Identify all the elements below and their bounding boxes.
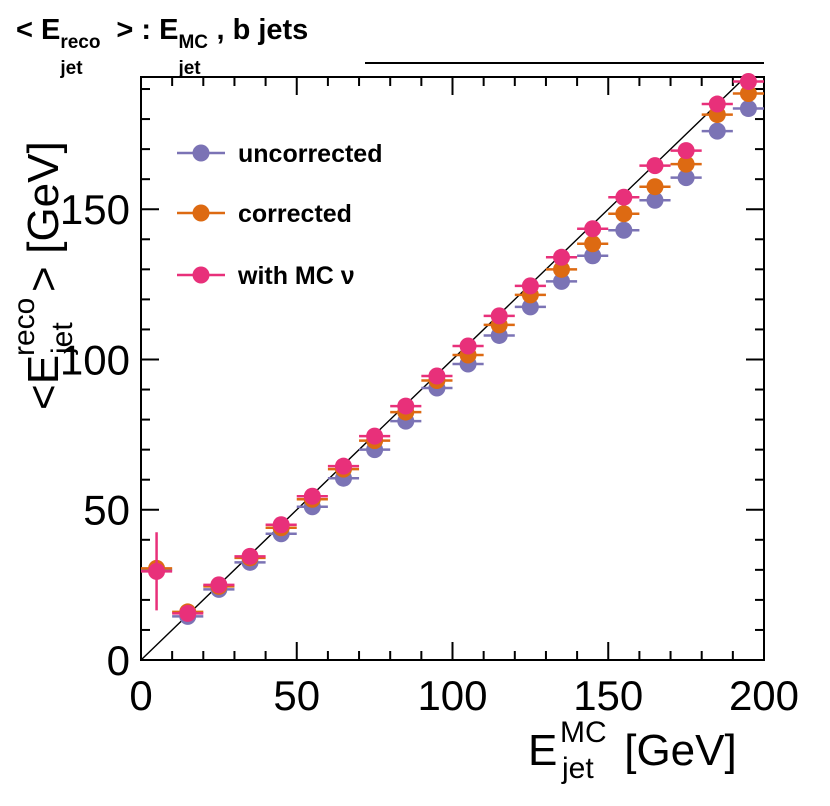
legend-label: corrected [238, 200, 352, 228]
title-middle: > : E [108, 14, 179, 46]
data-point [739, 85, 757, 103]
axis-tick-labels: 0 50 100 150 200 0 50 100 150 [60, 186, 799, 719]
data-point [521, 277, 539, 295]
y-axis-label-sub: jet [46, 322, 79, 355]
data-point [490, 307, 508, 325]
title-suffix: , b jets [216, 14, 309, 46]
data-point [428, 367, 446, 385]
data-point [148, 562, 166, 580]
x-tick-label: 150 [573, 672, 643, 719]
y-axis-label-sup: reco [8, 298, 41, 356]
data-point [677, 155, 695, 173]
legend: uncorrected corrected with MC ν [177, 140, 382, 290]
title-prefix: < E [16, 14, 61, 46]
data-point [521, 298, 539, 316]
data-point [303, 487, 321, 505]
data-point [615, 205, 633, 223]
data-point [179, 604, 197, 622]
title-prefix-sup: reco [60, 32, 101, 53]
y-axis-label-unit: [GeV] [19, 141, 68, 266]
data-point [677, 169, 695, 187]
data-point [366, 427, 384, 445]
data-point [739, 73, 757, 91]
y-axis-label-gt: > [19, 266, 68, 292]
data-point [210, 576, 228, 594]
data-point [615, 188, 633, 206]
data-point [553, 272, 571, 290]
series-with-mc- [141, 73, 764, 622]
data-point [646, 191, 664, 209]
x-axis-label: E [528, 726, 557, 775]
x-axis-label-sub: jet [561, 752, 594, 785]
legend-label: uncorrected [238, 140, 382, 168]
y-tick-label: 100 [60, 336, 130, 383]
x-tick-label: 200 [729, 672, 799, 719]
data-point [646, 178, 664, 196]
x-tick-label: 100 [417, 672, 487, 719]
data-point [677, 142, 695, 160]
data-point [334, 457, 352, 475]
y-axis-label: <E reco jet > [GeV] [8, 141, 79, 410]
title-middle-sup: MC [178, 32, 209, 53]
title-prefix-sub: jet [60, 58, 83, 79]
x-tick-label: 0 [129, 672, 152, 719]
y-tick-label: 0 [107, 637, 130, 684]
data-point [553, 260, 571, 278]
y-axis-label-lt: <E [19, 355, 68, 410]
data-point [553, 248, 571, 266]
data-point [708, 122, 726, 140]
legend-marker [192, 144, 210, 162]
title-middle-sub: jet [178, 58, 201, 79]
x-tick-label: 50 [273, 672, 320, 719]
axis-ticks [140, 77, 765, 661]
data-point [459, 337, 477, 355]
data-point [584, 235, 602, 253]
data-point [397, 397, 415, 415]
legend-marker [192, 204, 210, 222]
data-point [584, 247, 602, 265]
data-point [739, 100, 757, 118]
data-point [272, 516, 290, 534]
data-point [584, 220, 602, 238]
data-point [615, 221, 633, 239]
y-tick-label: 50 [83, 487, 130, 534]
x-axis-label-unit: [GeV] [612, 726, 737, 775]
series-uncorrected [141, 100, 764, 625]
y-tick-label: 150 [60, 186, 130, 233]
data-point [241, 547, 259, 565]
x-axis-label-sup: MC [560, 716, 607, 749]
data-series [141, 73, 764, 625]
data-point [646, 157, 664, 175]
data-point [708, 95, 726, 113]
legend-label: with MC ν [237, 262, 355, 290]
legend-marker [192, 266, 210, 284]
